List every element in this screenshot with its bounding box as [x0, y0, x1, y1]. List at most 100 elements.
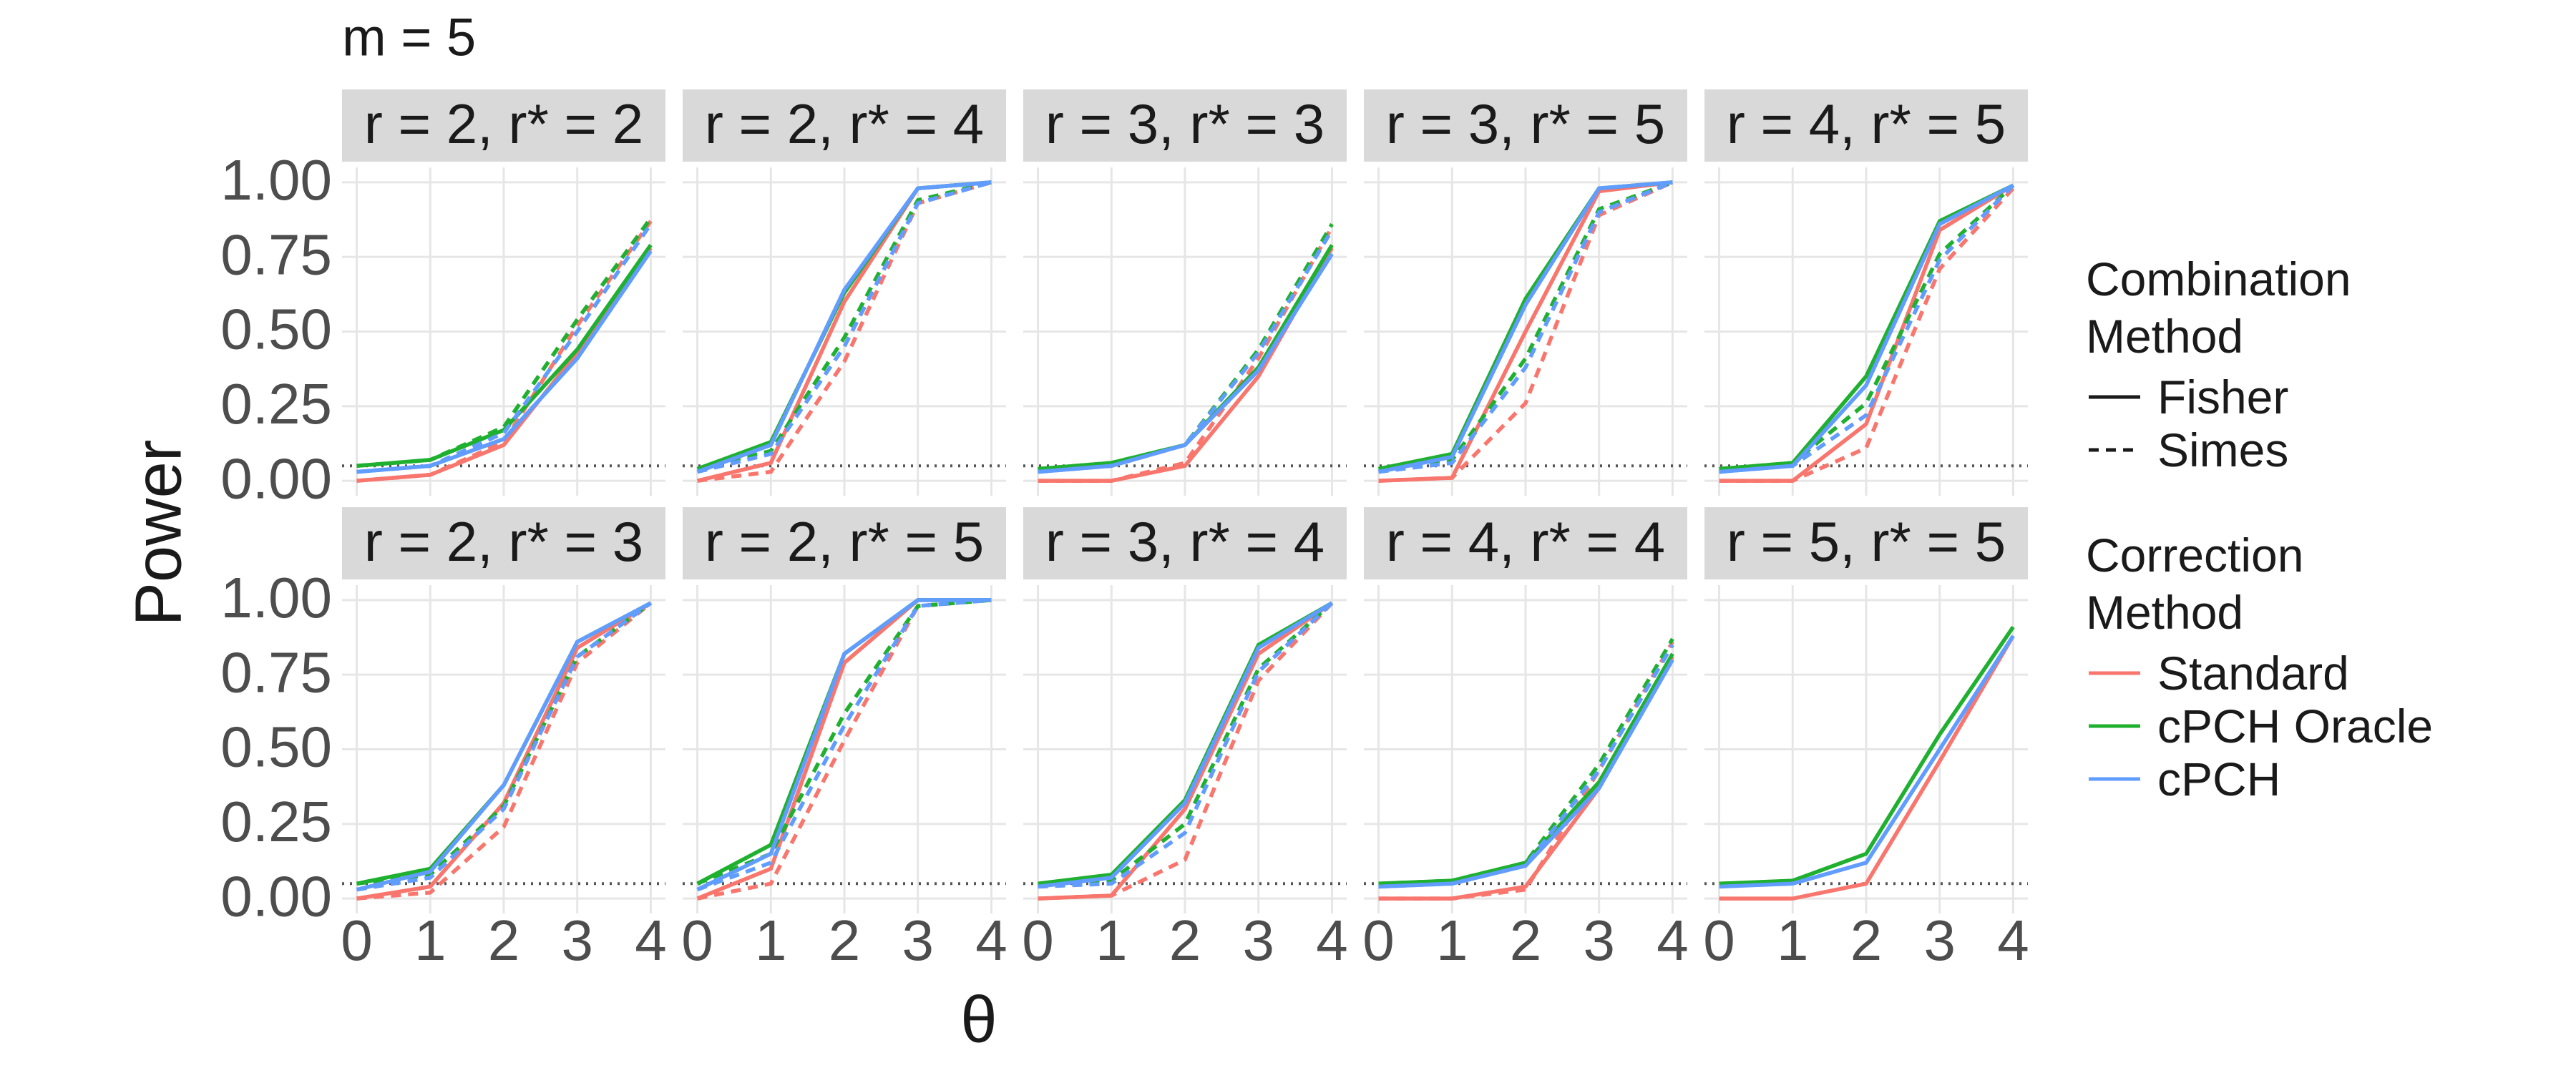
strip: [1364, 507, 1687, 579]
series-line: [696, 180, 992, 471]
strip-label: r = 3, r* = 4: [1045, 510, 1324, 573]
legend-group: Combination Method Fisher Simes: [2086, 250, 2487, 476]
legend-label: Fisher: [2157, 371, 2289, 423]
y-tick-label: 0.75: [220, 640, 332, 704]
y-axis-title: Power: [122, 440, 195, 627]
x-tick-label: 3: [1242, 908, 1274, 972]
strip-label: r = 5, r* = 5: [1727, 510, 2006, 573]
series-line: [1719, 187, 2015, 483]
x-tick-label: 4: [1997, 908, 2029, 972]
legend-label: Standard: [2157, 647, 2349, 700]
series-line: [697, 180, 992, 483]
strip-label: r = 2, r* = 4: [705, 92, 984, 155]
strip-label: r = 4, r* = 4: [1386, 510, 1665, 573]
series-line: [1038, 222, 1334, 471]
series-line: [1378, 180, 1674, 474]
x-tick-label: 1: [1096, 908, 1128, 972]
legend-label: cPCH: [2157, 753, 2281, 805]
legend-entry: Simes: [2086, 423, 2487, 476]
y-tick-label: 1.00: [220, 148, 332, 212]
x-tick-label: 4: [635, 908, 667, 972]
x-tick-label: 4: [975, 908, 1008, 972]
x-tick-label: 0: [1362, 908, 1395, 972]
series-line: [1378, 180, 1673, 483]
strip: [1023, 89, 1347, 162]
series-line: [356, 220, 653, 483]
legend-entries: Standard cPCH Oracle cPCH: [2086, 647, 2487, 805]
y-tick-label: 0.50: [220, 298, 332, 361]
x-tick-label: 1: [1436, 908, 1468, 972]
series-line: [1038, 601, 1334, 901]
legend-entries: Fisher Simes: [2086, 371, 2487, 476]
strip-label: r = 2, r* = 5: [705, 510, 984, 573]
x-tick-label: 2: [1850, 908, 1883, 972]
y-tick-label: 0.25: [220, 790, 332, 853]
y-tick-label: 0.00: [220, 446, 332, 510]
strip: [1364, 89, 1687, 162]
series-line: [696, 598, 992, 892]
series-line: [1719, 635, 2015, 889]
x-tick-label: 2: [1510, 908, 1542, 972]
series-line: [1719, 183, 2014, 483]
legend-key: [2089, 724, 2140, 728]
x-tick-label: 1: [414, 908, 447, 972]
strip-label: r = 3, r* = 3: [1045, 92, 1324, 155]
legend-entry: Standard: [2086, 647, 2487, 700]
x-tick-label: 3: [1583, 908, 1615, 972]
series-line: [1378, 644, 1674, 889]
series-line: [1038, 229, 1334, 474]
legend-entry: cPCH: [2086, 753, 2487, 805]
series-line: [1719, 184, 2015, 471]
y-tick-label: 0.50: [220, 715, 332, 779]
legend-key: [2089, 395, 2140, 399]
series-line: [356, 601, 652, 892]
legend-key: [2089, 777, 2140, 781]
series-line: [1719, 625, 2015, 886]
y-tick-label: 0.25: [220, 372, 332, 436]
series-line: [1378, 180, 1674, 483]
y-tick-label: 0.00: [220, 864, 332, 928]
x-tick-label: 2: [488, 908, 520, 972]
x-tick-label: 1: [755, 908, 787, 972]
series-line: [696, 598, 992, 892]
x-tick-label: 4: [1657, 908, 1689, 972]
strip-label: r = 4, r* = 5: [1727, 92, 2006, 155]
legend-label: Simes: [2157, 423, 2289, 476]
x-tick-label: 3: [561, 908, 593, 972]
x-tick-label: 0: [341, 908, 373, 972]
x-axis-title: θ: [960, 983, 997, 1056]
x-tick-label: 0: [681, 908, 713, 972]
series-line: [1038, 601, 1333, 889]
strip: [683, 507, 1006, 579]
series-line: [356, 250, 653, 474]
x-tick-label: 3: [902, 908, 934, 972]
x-tick-label: 0: [1022, 908, 1054, 972]
y-tick-label: 0.75: [220, 222, 332, 286]
strip-label: r = 2, r* = 2: [364, 92, 643, 155]
strip-label: r = 2, r* = 3: [364, 510, 643, 573]
legend-entry: cPCH Oracle: [2086, 700, 2487, 753]
legend-title: Correction Method: [2086, 529, 2304, 639]
legend-group: Correction Method Standard cPCH Oracle cPC…: [2086, 526, 2487, 805]
chart-title: m = 5: [342, 8, 476, 67]
series-line: [1378, 658, 1674, 889]
series-line: [1038, 253, 1334, 474]
series-line: [1038, 602, 1334, 901]
strip: [1704, 507, 2028, 579]
x-tick-label: 2: [829, 908, 861, 972]
strip: [1023, 507, 1347, 579]
strip: [683, 89, 1006, 162]
series-line: [1377, 180, 1673, 474]
y-tick-label: 1.00: [220, 566, 332, 629]
legend-label: cPCH Oracle: [2157, 700, 2434, 753]
legend: Combination Method Fisher Simes Correctio…: [2086, 250, 2487, 856]
series-line: [1719, 635, 2015, 901]
strip: [342, 507, 665, 579]
strip: [342, 89, 665, 162]
series-line: [696, 180, 992, 474]
series-line: [1038, 602, 1334, 889]
strip-label: r = 3, r* = 5: [1386, 92, 1665, 155]
series-line: [1719, 184, 2015, 474]
